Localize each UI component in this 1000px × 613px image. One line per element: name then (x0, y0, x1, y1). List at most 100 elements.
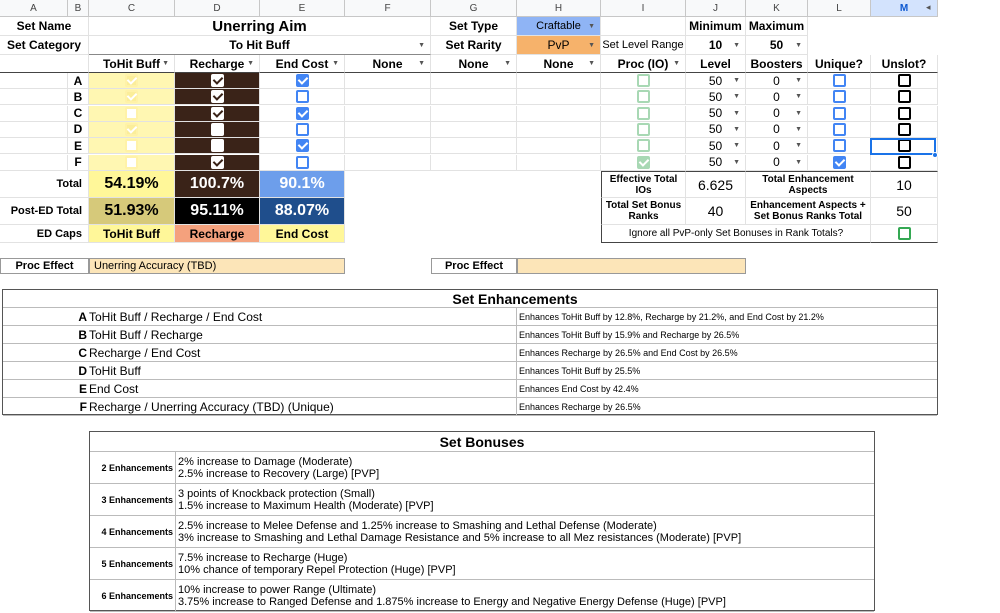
boosters-dropdown[interactable]: 0 ▼ (746, 105, 808, 122)
slot-c-cell[interactable] (89, 73, 175, 89)
slot-i-cell[interactable] (601, 105, 686, 122)
min-level-dropdown[interactable]: 10 ▼ (686, 36, 746, 55)
slot-i-cell[interactable] (601, 154, 686, 171)
m-checkbox[interactable] (897, 122, 911, 136)
column-header-m[interactable]: M (871, 0, 938, 17)
level-dropdown[interactable]: 50 ▼ (686, 73, 746, 89)
slot-i-cell[interactable] (601, 73, 686, 89)
boosters-dropdown[interactable]: 0 ▼ (746, 138, 808, 155)
m-checkbox[interactable] (897, 106, 911, 120)
e-checkbox[interactable] (295, 139, 309, 153)
col-head-none-2[interactable]: None ▼ (431, 55, 517, 73)
l-checkbox[interactable] (832, 90, 846, 104)
boosters-dropdown[interactable]: 0 ▼ (746, 121, 808, 138)
l-checkbox[interactable] (832, 106, 846, 120)
proc-effect-value[interactable]: Unerring Accuracy (TBD) (89, 258, 345, 274)
max-level-dropdown[interactable]: 50 ▼ (746, 36, 808, 55)
scroll-left-icon[interactable]: ◂ (926, 2, 931, 12)
slot-l-cell[interactable] (808, 138, 871, 155)
slot-l-cell[interactable] (808, 73, 871, 89)
col-head-endcost[interactable]: End Cost ▼ (260, 55, 345, 73)
slot-i-cell[interactable] (601, 89, 686, 106)
col-head-recharge[interactable]: Recharge ▼ (175, 55, 260, 73)
column-header-h[interactable]: H (517, 0, 601, 17)
slot-e-cell[interactable] (260, 89, 345, 106)
set-name-value[interactable]: Unerring Aim (89, 17, 431, 36)
blank-cell[interactable] (517, 121, 601, 138)
set-category-dropdown[interactable]: To Hit Buff ▼ (89, 36, 431, 55)
slot-e-cell[interactable] (260, 121, 345, 138)
e-checkbox[interactable] (295, 155, 309, 169)
slot-l-cell[interactable] (808, 154, 871, 171)
d-checkbox[interactable] (210, 139, 224, 153)
ignore-pvp-cell[interactable] (871, 225, 938, 243)
e-checkbox[interactable] (295, 122, 309, 136)
col-head-none-3[interactable]: None ▼ (517, 55, 601, 73)
column-header-f[interactable]: F (345, 0, 431, 17)
boosters-dropdown[interactable]: 0 ▼ (746, 89, 808, 106)
e-checkbox[interactable] (295, 74, 309, 87)
slot-d-cell[interactable] (175, 105, 260, 122)
i-checkbox[interactable] (636, 122, 650, 136)
slot-c-cell[interactable] (89, 138, 175, 155)
c-checkbox[interactable] (125, 139, 138, 153)
blank-cell[interactable] (0, 138, 68, 155)
blank-cell[interactable] (431, 89, 517, 106)
l-checkbox[interactable] (832, 74, 846, 87)
slot-m-cell[interactable] (871, 121, 938, 138)
column-header-k[interactable]: K (746, 0, 808, 17)
slot-e-cell[interactable] (260, 105, 345, 122)
column-header-b[interactable]: B (68, 0, 89, 17)
column-header-i[interactable]: I (601, 0, 686, 17)
level-dropdown[interactable]: 50 ▼ (686, 89, 746, 106)
blank-cell[interactable] (517, 105, 601, 122)
col-head-tohit[interactable]: ToHit Buff ▼ (89, 55, 175, 73)
blank-cell[interactable] (431, 121, 517, 138)
d-checkbox[interactable] (210, 90, 224, 104)
i-checkbox[interactable] (636, 106, 650, 120)
column-header-c[interactable]: C (89, 0, 175, 17)
set-rarity-dropdown[interactable]: PvP ▼ (517, 36, 601, 55)
column-header-g[interactable]: G (431, 0, 517, 17)
slot-l-cell[interactable] (808, 121, 871, 138)
d-checkbox[interactable] (210, 106, 224, 120)
blank-cell[interactable] (345, 138, 431, 155)
proc-effect-value-2[interactable] (517, 258, 746, 274)
blank-cell[interactable] (0, 154, 68, 171)
slot-m-cell[interactable] (871, 89, 938, 106)
m-checkbox[interactable] (897, 74, 911, 87)
l-checkbox[interactable] (832, 139, 846, 153)
m-checkbox[interactable] (897, 90, 911, 104)
set-type-dropdown[interactable]: Craftable ▼ (517, 17, 601, 36)
boosters-dropdown[interactable]: 0 ▼ (746, 154, 808, 171)
blank-cell[interactable] (517, 89, 601, 106)
i-checkbox[interactable] (636, 155, 650, 169)
level-dropdown[interactable]: 50 ▼ (686, 138, 746, 155)
column-header-a[interactable]: A (0, 0, 68, 17)
boosters-dropdown[interactable]: 0 ▼ (746, 73, 808, 89)
c-checkbox[interactable] (125, 74, 138, 87)
c-checkbox[interactable] (125, 155, 138, 169)
slot-i-cell[interactable] (601, 121, 686, 138)
slot-m-cell[interactable] (871, 73, 938, 89)
i-checkbox[interactable] (636, 139, 650, 153)
blank-cell[interactable] (431, 73, 517, 89)
blank-cell[interactable] (517, 154, 601, 171)
slot-e-cell[interactable] (260, 138, 345, 155)
blank-cell[interactable] (345, 89, 431, 106)
m-checkbox[interactable] (897, 155, 911, 169)
slot-i-cell[interactable] (601, 138, 686, 155)
d-checkbox[interactable] (210, 122, 224, 136)
i-checkbox[interactable] (636, 90, 650, 104)
blank-cell[interactable] (431, 154, 517, 171)
slot-d-cell[interactable] (175, 138, 260, 155)
blank-cell[interactable] (0, 73, 68, 89)
col-head-proc[interactable]: Proc (IO) ▼ (601, 55, 686, 73)
d-checkbox[interactable] (210, 74, 224, 87)
blank-cell[interactable] (0, 55, 89, 73)
c-checkbox[interactable] (125, 122, 138, 136)
blank-cell[interactable] (0, 89, 68, 106)
blank-cell[interactable] (431, 138, 517, 155)
column-header-e[interactable]: E (260, 0, 345, 17)
selection-handle[interactable] (932, 152, 938, 158)
